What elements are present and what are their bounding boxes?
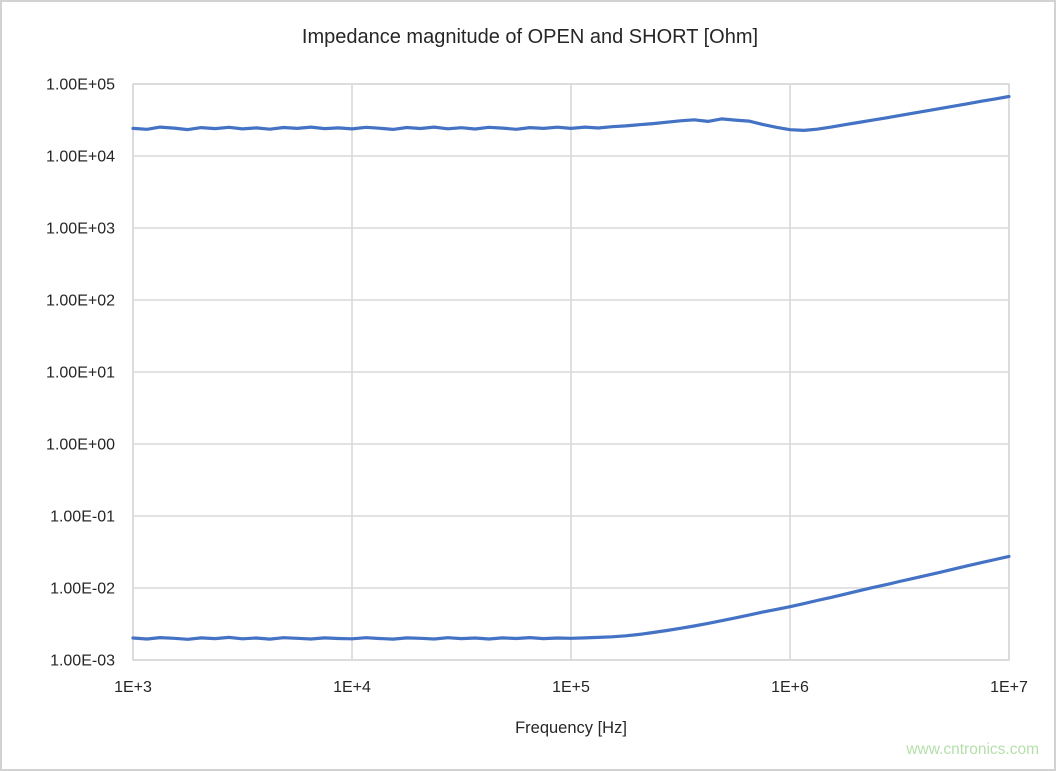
x-axis-tick-label: 1E+5 bbox=[552, 679, 590, 696]
y-axis-tick-label: 1.00E+02 bbox=[46, 293, 115, 310]
x-axis-tick-label: 1E+7 bbox=[990, 679, 1028, 696]
y-axis-tick-label: 1.00E+03 bbox=[46, 221, 115, 238]
x-axis-title: Frequency [Hz] bbox=[515, 719, 627, 737]
chart-title: Impedance magnitude of OPEN and SHORT [O… bbox=[301, 26, 759, 48]
x-axis-tick-label: 1E+4 bbox=[333, 679, 371, 696]
y-axis-tick-label: 1.00E-01 bbox=[50, 509, 115, 526]
plot-border bbox=[132, 83, 1010, 661]
x-axis-tick-label: 1E+6 bbox=[771, 679, 809, 696]
series-line-open bbox=[131, 94, 1011, 132]
series-line-short bbox=[131, 554, 1011, 641]
y-axis-tick-label: 1.00E+01 bbox=[46, 365, 115, 382]
y-axis-tick-label: 1.00E-03 bbox=[50, 653, 115, 670]
watermark-text: www.cntronics.com bbox=[906, 741, 1039, 758]
y-axis-tick-label: 1.00E+05 bbox=[46, 77, 115, 94]
y-axis-tick-label: 1.00E-02 bbox=[50, 581, 115, 598]
y-axis-tick-label: 1.00E+00 bbox=[46, 437, 115, 454]
y-axis-tick-label: 1.00E+04 bbox=[46, 149, 115, 166]
x-axis-tick-label: 1E+3 bbox=[114, 679, 152, 696]
